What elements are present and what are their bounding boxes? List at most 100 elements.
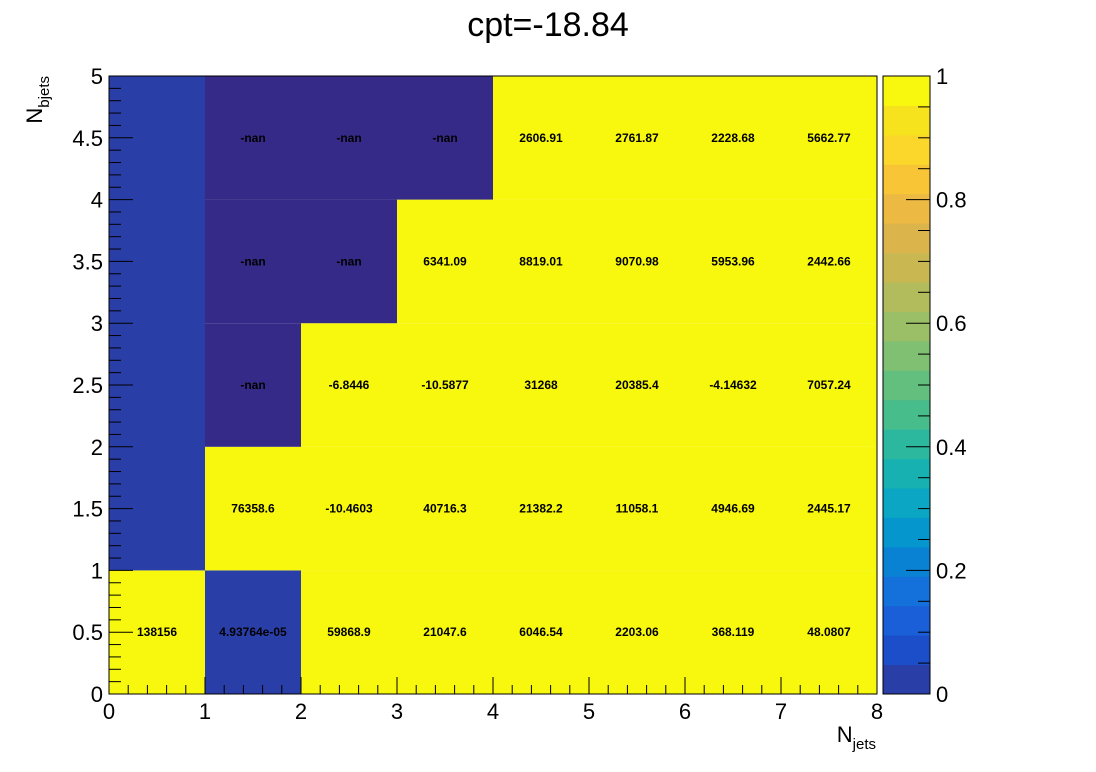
cell-value-label: -nan bbox=[336, 131, 361, 145]
cell-value-label: 31268 bbox=[524, 378, 558, 392]
cell-value-label: -6.8446 bbox=[329, 378, 370, 392]
y-tick-label: 2 bbox=[91, 435, 103, 460]
heatmap-cell bbox=[685, 570, 781, 694]
colorbar-segment bbox=[883, 134, 930, 165]
x-tick-label: 6 bbox=[679, 699, 691, 724]
y-tick-label: 1 bbox=[91, 558, 103, 583]
cell-value-label: 2445.17 bbox=[807, 502, 851, 516]
heatmap-cell bbox=[397, 76, 493, 200]
heatmap-cell bbox=[301, 446, 397, 571]
colorbar-segment bbox=[883, 105, 930, 136]
cell-value-label: -nan bbox=[240, 131, 265, 145]
heatmap-cell bbox=[589, 199, 685, 324]
heatmap-cell bbox=[685, 446, 781, 571]
heatmap-cell bbox=[397, 446, 493, 571]
x-tick-label: 1 bbox=[199, 699, 211, 724]
heatmap-cell bbox=[205, 76, 301, 200]
heatmap-cell bbox=[493, 76, 589, 200]
colorbar-tick-label: 0.8 bbox=[936, 188, 967, 213]
cell-value-label: 20385.4 bbox=[615, 378, 659, 392]
heatmap-cell bbox=[781, 570, 877, 694]
heatmap-cell bbox=[493, 446, 589, 571]
cell-value-label: 6341.09 bbox=[423, 254, 467, 268]
heatmap-cell bbox=[781, 323, 877, 447]
x-tick-label: 5 bbox=[583, 699, 595, 724]
colorbar-segment bbox=[883, 546, 930, 577]
heatmap-cell bbox=[301, 570, 397, 694]
cell-value-label: 2606.91 bbox=[519, 131, 563, 145]
colorbar-tick-label: 0.6 bbox=[936, 311, 967, 336]
cell-value-label: 2442.66 bbox=[807, 254, 851, 268]
colorbar-segment bbox=[883, 488, 930, 518]
colorbar-tick-label: 0.2 bbox=[936, 558, 967, 583]
cell-value-label: -4.14632 bbox=[709, 378, 757, 392]
x-tick-label: 7 bbox=[775, 699, 787, 724]
colorbar-tick-label: 0.4 bbox=[936, 435, 967, 460]
y-tick-label: 2.5 bbox=[72, 373, 103, 398]
y-tick-label: 4.5 bbox=[72, 126, 103, 151]
cell-value-label: 368.119 bbox=[712, 625, 755, 639]
cell-value-label: 4.93764e-05 bbox=[219, 625, 287, 639]
colorbar-segment bbox=[883, 458, 930, 489]
x-tick-label: 2 bbox=[295, 699, 307, 724]
colorbar-segment bbox=[883, 635, 930, 666]
cell-value-label: 11058.1 bbox=[616, 502, 659, 516]
cell-value-label: 2761.87 bbox=[615, 131, 659, 145]
cell-value-label: 9070.98 bbox=[615, 254, 659, 268]
heatmap-cell bbox=[397, 570, 493, 694]
colorbar-tick-label: 1 bbox=[936, 64, 948, 89]
colorbar-segment bbox=[883, 399, 930, 430]
y-tick-label: 4 bbox=[91, 188, 103, 213]
heatmap-cell bbox=[301, 76, 397, 200]
y-tick-label: 1.5 bbox=[72, 497, 103, 522]
cell-value-label: -nan bbox=[240, 378, 265, 392]
heatmap-cell bbox=[589, 570, 685, 694]
y-tick-label: 3.5 bbox=[72, 249, 103, 274]
heatmap-cell bbox=[493, 199, 589, 324]
heatmap-cell bbox=[397, 323, 493, 447]
colorbar-segment bbox=[883, 340, 930, 371]
cell-value-label: -nan bbox=[336, 254, 361, 268]
cell-value-label: 48.0807 bbox=[807, 625, 851, 639]
heatmap-cell bbox=[493, 323, 589, 447]
colorbar-segment bbox=[883, 193, 930, 224]
cell-value-label: 4946.69 bbox=[711, 502, 755, 516]
cell-value-label: 5662.77 bbox=[807, 131, 851, 145]
x-tick-label: 4 bbox=[487, 699, 499, 724]
colorbar-segment bbox=[883, 282, 930, 312]
cell-value-label: 138156 bbox=[137, 625, 177, 639]
cell-value-label: 5953.96 bbox=[711, 254, 755, 268]
heatmap-cell bbox=[205, 570, 301, 694]
colorbar-segment bbox=[883, 164, 930, 195]
cell-value-label: 59868.9 bbox=[327, 625, 371, 639]
y-axis-title: Nbjets bbox=[22, 76, 53, 124]
colorbar-segment bbox=[883, 517, 930, 548]
cell-value-label: 6046.54 bbox=[519, 625, 563, 639]
cell-value-label: 7057.24 bbox=[807, 378, 851, 392]
y-tick-label: 0.5 bbox=[72, 620, 103, 645]
x-axis-title: Njets bbox=[837, 722, 876, 753]
y-tick-label: 0 bbox=[91, 682, 103, 707]
cell-value-label: -10.5877 bbox=[421, 378, 469, 392]
heatmap-cell bbox=[589, 446, 685, 571]
heatmap-cell bbox=[781, 199, 877, 324]
y-tick-label: 3 bbox=[91, 311, 103, 336]
colorbar-segment bbox=[883, 605, 930, 636]
cell-value-label: 8819.01 bbox=[519, 254, 563, 268]
heatmap-cell bbox=[205, 323, 301, 447]
cell-value-label: -10.4603 bbox=[325, 502, 373, 516]
colorbar-segment bbox=[883, 429, 930, 460]
color-scale: 0 0.2 0.4 0.6 0.8 1 bbox=[882, 64, 967, 707]
heatmap-cell bbox=[589, 76, 685, 200]
heatmap-cell bbox=[493, 570, 589, 694]
heatmap-cell bbox=[685, 323, 781, 447]
chart-title: cpt=-18.84 bbox=[467, 6, 629, 44]
colorbar-segment bbox=[883, 252, 930, 283]
x-axis: 0 1 2 3 4 5 6 7 8 bbox=[103, 677, 883, 724]
cell-value-label: 2203.06 bbox=[615, 625, 659, 639]
heatmap-cell bbox=[301, 323, 397, 447]
colorbar-segment bbox=[883, 664, 930, 695]
cell-value-label: -nan bbox=[432, 131, 457, 145]
y-axis: 0 0.5 1 1.5 2 2.5 3 3.5 4 4.5 5 bbox=[72, 64, 133, 707]
